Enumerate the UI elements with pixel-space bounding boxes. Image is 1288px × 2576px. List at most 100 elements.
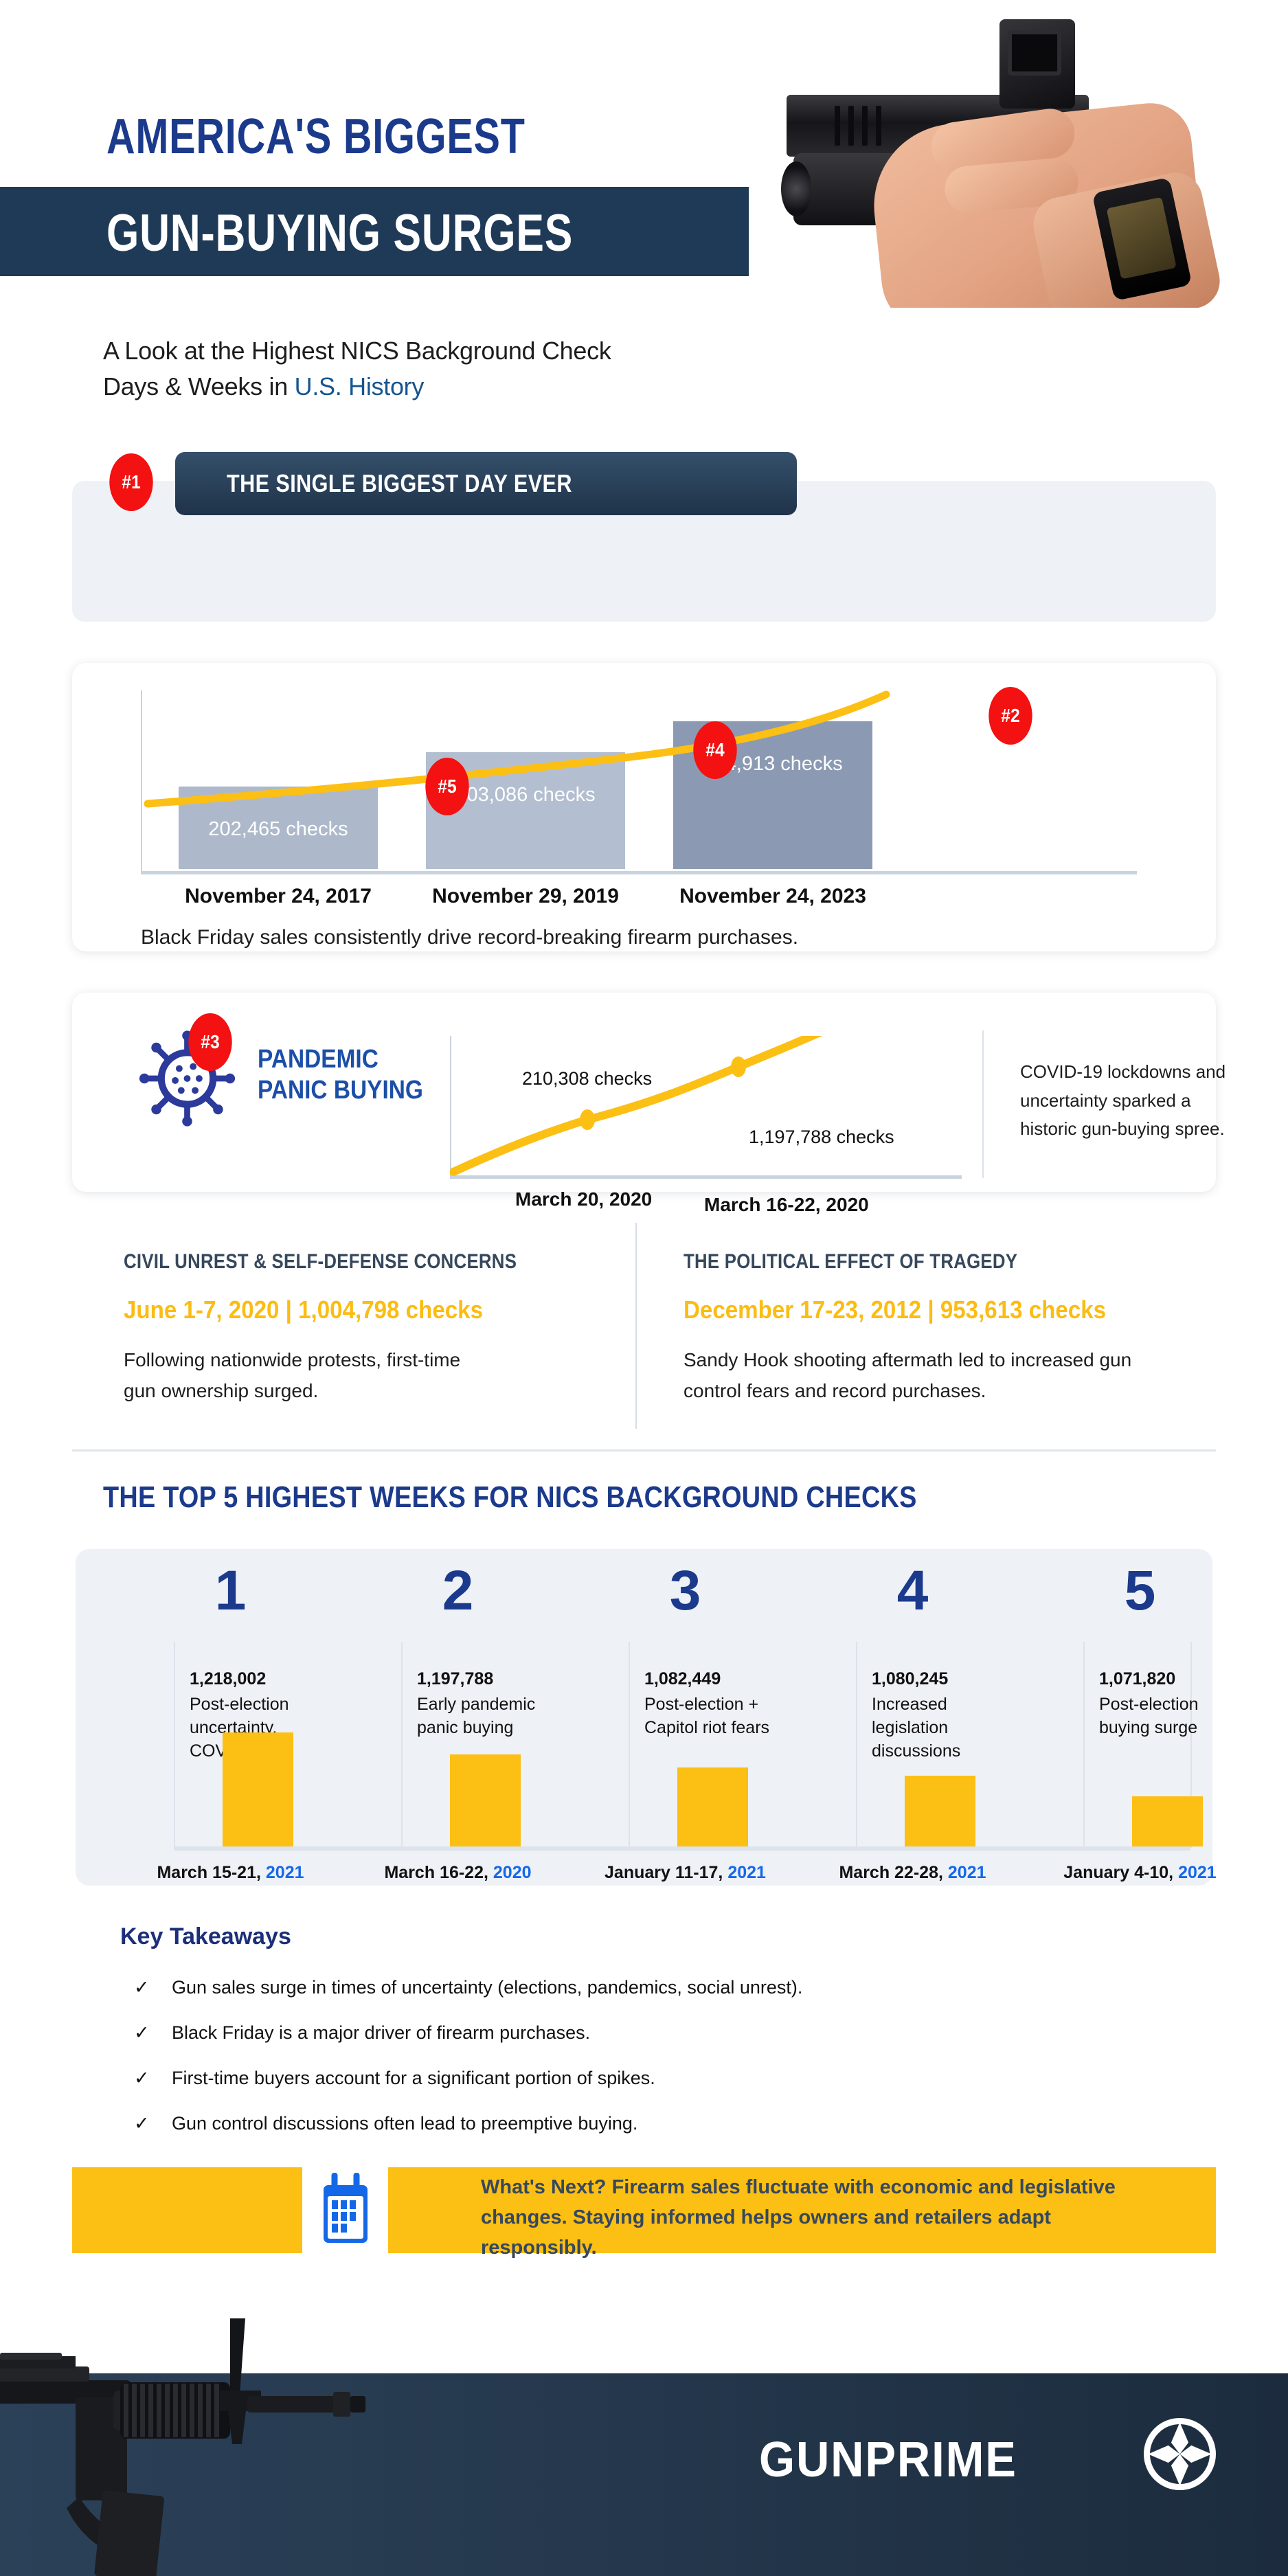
top5-separator	[1083, 1642, 1085, 1848]
top5-heading: THE TOP 5 HIGHEST WEEKS FOR NICS BACKGRO…	[103, 1480, 917, 1514]
black-friday-x-labels: November 24, 2017 November 29, 2019 Nove…	[141, 885, 1137, 912]
top5-desc-5: Post-election buying surge	[1099, 1695, 1199, 1737]
black-friday-chart: 202,465 checks 203,086 checks 214,913 ch…	[141, 690, 1137, 874]
pandemic-x-label-2: March 16-22, 2020	[704, 1194, 869, 1215]
whats-next-banner	[72, 2167, 1216, 2253]
hero-pistol-image	[745, 12, 1288, 308]
x-label-2023: November 24, 2023	[679, 885, 866, 907]
key-takeaway-item: Black Friday is a major driver of firear…	[172, 2022, 591, 2043]
x-axis	[450, 1175, 962, 1179]
rank-badge-2: #2	[988, 687, 1032, 745]
subtitle-line-1: A Look at the Highest NICS Background Ch…	[103, 337, 611, 365]
check-icon: ✓	[134, 2068, 150, 2088]
page-subtitle: A Look at the Highest NICS Background Ch…	[103, 333, 611, 405]
title-band	[0, 187, 749, 276]
top5-separator	[174, 1642, 175, 1848]
top5-date-5: January 4-10, 2021	[1063, 1863, 1217, 1882]
rank-badge-1: #1	[109, 453, 153, 511]
bar-label-2019: 203,086 checks	[455, 784, 596, 806]
top5-desc-2: Early pandemic panic buying	[417, 1695, 536, 1737]
calendar-icon	[323, 2172, 368, 2243]
top5-x-axis	[174, 1846, 1190, 1851]
top5-rank-5: 5	[1124, 1559, 1156, 1622]
top5-desc-4: Increased legislation discussions	[872, 1695, 961, 1761]
top5-separator	[856, 1642, 857, 1848]
crosshair-icon	[1144, 2418, 1216, 2490]
header: AMERICA'S BIGGEST GUN-BUYING SURGES	[0, 0, 1288, 316]
rank-badge-5: #5	[425, 758, 469, 815]
whats-next-text: What's Next? Firearm sales fluctuate wit…	[481, 2176, 1116, 2259]
political-tragedy-stat: December 17-23, 2012 | 953,613 checks	[683, 1296, 1107, 1324]
key-takeaway-item: Gun sales surge in times of uncertainty …	[172, 1977, 803, 1998]
political-tragedy-description: Sandy Hook shooting aftermath led to inc…	[683, 1349, 1132, 1401]
top5-value-4: 1,080,245	[872, 1669, 949, 1688]
key-takeaway-item: Gun control discussions often lead to pr…	[172, 2113, 638, 2134]
top5-value-1: 1,218,002	[190, 1669, 267, 1688]
page-title-line2: GUN-BUYING SURGES	[106, 204, 574, 262]
top5-bar-2	[450, 1754, 521, 1846]
rank-badge-4: #4	[693, 721, 737, 779]
pandemic-line	[450, 1036, 822, 1176]
column-divider	[635, 1223, 637, 1429]
top5-separator	[401, 1642, 403, 1848]
page-title-line1: AMERICA'S BIGGEST	[106, 109, 526, 164]
x-axis	[141, 871, 1137, 874]
section-divider	[72, 1449, 1216, 1451]
key-takeaway-item: First-time buyers account for a signific…	[172, 2068, 655, 2088]
subtitle-plain: Days & Weeks in	[103, 372, 295, 401]
subtitle-line-2: Days & Weeks in U.S. History	[103, 369, 611, 405]
political-tragedy-heading: THE POLITICAL EFFECT OF TRAGEDY	[683, 1250, 1018, 1273]
top5-date-4: March 22-28, 2021	[839, 1863, 986, 1882]
pandemic-value-label-2: 1,197,788 checks	[749, 1127, 894, 1147]
top5-value-2: 1,197,788	[417, 1669, 494, 1688]
bar-label-2017: 202,465 checks	[208, 818, 348, 840]
whats-next-icon-box	[302, 2147, 388, 2274]
top5-date-2: March 16-22, 2020	[384, 1863, 532, 1882]
y-axis	[141, 690, 142, 872]
top5-rank-4: 4	[896, 1559, 929, 1622]
black-friday-note: Black Friday sales consistently drive re…	[141, 926, 799, 949]
political-tragedy-block: THE POLITICAL EFFECT OF TRAGEDY December…	[683, 1250, 1206, 1407]
ar15-rifle-image	[0, 2318, 365, 2576]
pandemic-description: COVID-19 lockdowns and uncertainty spark…	[1020, 1061, 1226, 1140]
pandemic-card	[72, 993, 1216, 1192]
trend-line	[144, 690, 890, 808]
red-dot-optic	[999, 19, 1075, 109]
footer-white-strip	[0, 2301, 1288, 2373]
pandemic-title: PANDEMIC PANIC BUYING	[258, 1044, 423, 1106]
top5-bar-1	[223, 1732, 293, 1846]
pandemic-title-line1: PANDEMIC	[258, 1045, 379, 1074]
check-icon: ✓	[134, 2022, 150, 2043]
rank-badge-3: #3	[188, 1013, 232, 1071]
civil-unrest-description: Following nationwide protests, first-tim…	[124, 1349, 461, 1401]
top5-bar-4	[905, 1776, 975, 1846]
top5-value-3: 1,082,449	[644, 1669, 721, 1688]
civil-unrest-heading: CIVIL UNREST & SELF-DEFENSE CONCERNS	[124, 1250, 517, 1273]
top5-bar-3	[677, 1767, 748, 1846]
check-icon: ✓	[134, 1977, 150, 1998]
top5-separator	[1190, 1642, 1192, 1848]
check-icon: ✓	[134, 2113, 150, 2134]
top5-rank-1: 1	[214, 1559, 247, 1622]
subtitle-highlight: U.S. History	[294, 372, 425, 401]
top5-desc-3: Post-election + Capitol riot fears	[644, 1695, 770, 1737]
pandemic-chart	[450, 1036, 962, 1179]
divider	[982, 1030, 984, 1178]
key-takeaways-title: Key Takeaways	[120, 1923, 291, 1950]
civil-unrest-stat: June 1-7, 2020 | 1,004,798 checks	[124, 1296, 484, 1324]
pandemic-value-label-1: 210,308 checks	[522, 1068, 653, 1089]
top5-rank-3: 3	[669, 1559, 701, 1622]
x-label-2017: November 24, 2017	[185, 885, 372, 907]
top5-date-1: March 15-21, 2021	[157, 1863, 304, 1882]
pandemic-title-line2: PANIC BUYING	[258, 1075, 423, 1105]
biggest-day-title: THE SINGLE BIGGEST DAY EVER	[227, 469, 572, 497]
brand-logo-text: GUNPRIME	[759, 2432, 1017, 2487]
civil-unrest-block: CIVIL UNREST & SELF-DEFENSE CONCERNS Jun…	[124, 1250, 605, 1407]
x-label-2019: November 29, 2019	[432, 885, 619, 907]
top5-value-5: 1,071,820	[1099, 1669, 1176, 1688]
top5-rank-2: 2	[442, 1559, 474, 1622]
y-axis	[450, 1036, 451, 1177]
biggest-day-pill: THE SINGLE BIGGEST DAY EVER	[175, 452, 797, 515]
top5-separator	[629, 1642, 630, 1848]
top5-bar-5	[1132, 1796, 1203, 1846]
